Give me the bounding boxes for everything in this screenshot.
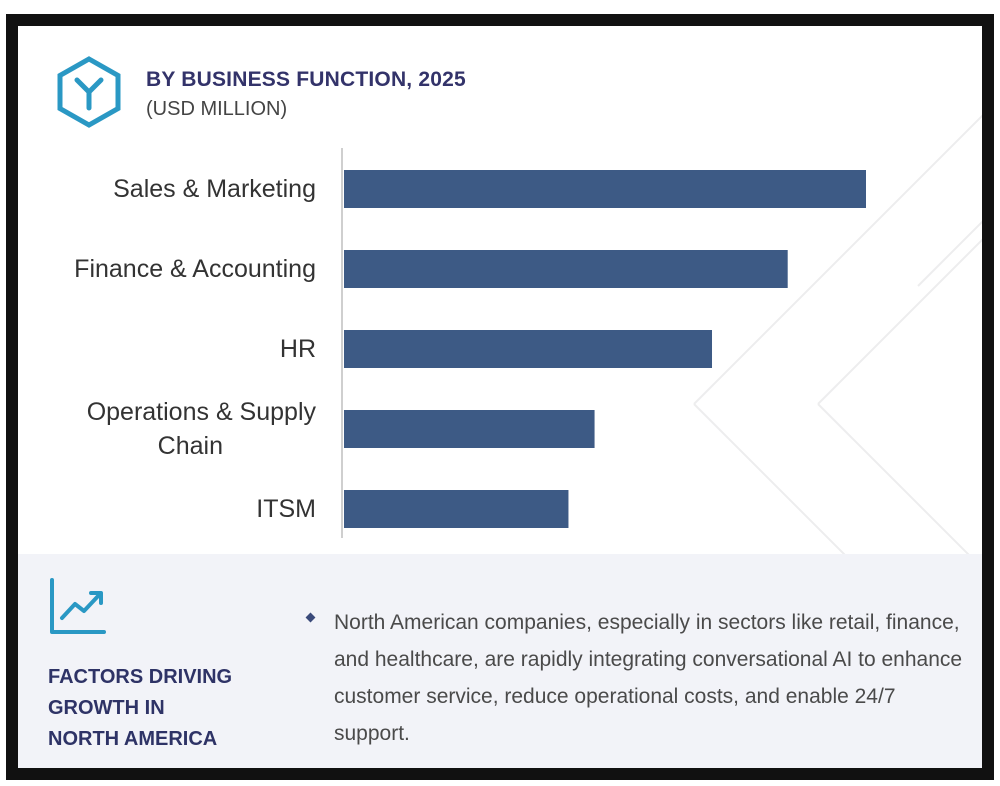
chart-subtitle: (USD MILLION) <box>146 98 288 120</box>
bar-chart: Sales & Marketing Finance & Accounting HR O… <box>74 148 866 538</box>
hexagon-y-logo-icon <box>57 56 121 128</box>
factors-description: North American companies, especially in … <box>334 611 963 745</box>
bullet-icon <box>305 612 316 623</box>
trend-chart-icon <box>50 578 106 634</box>
category-label-4: ITSM <box>256 495 316 523</box>
category-label-0: Sales & Marketing <box>113 175 316 203</box>
cropped-heading-strip <box>0 0 1000 14</box>
bar-2 <box>344 330 713 368</box>
infographic-card: BY BUSINESS FUNCTION, 2025 (USD MILLION)… <box>6 14 994 780</box>
bar-1 <box>344 250 788 288</box>
bar-0 <box>344 170 866 208</box>
chart-title: BY BUSINESS FUNCTION, 2025 <box>146 68 466 91</box>
bar-4 <box>344 490 569 528</box>
factors-title: FACTORS DRIVING GROWTH IN NORTH AMERICA <box>48 666 233 750</box>
factors-panel: FACTORS DRIVING GROWTH IN NORTH AMERICA … <box>18 554 982 768</box>
category-label-1: Finance & Accounting <box>74 255 316 283</box>
bar-3 <box>344 410 595 448</box>
category-label-3: Operations & Supply Chain <box>87 398 317 460</box>
category-label-2: HR <box>280 335 316 363</box>
